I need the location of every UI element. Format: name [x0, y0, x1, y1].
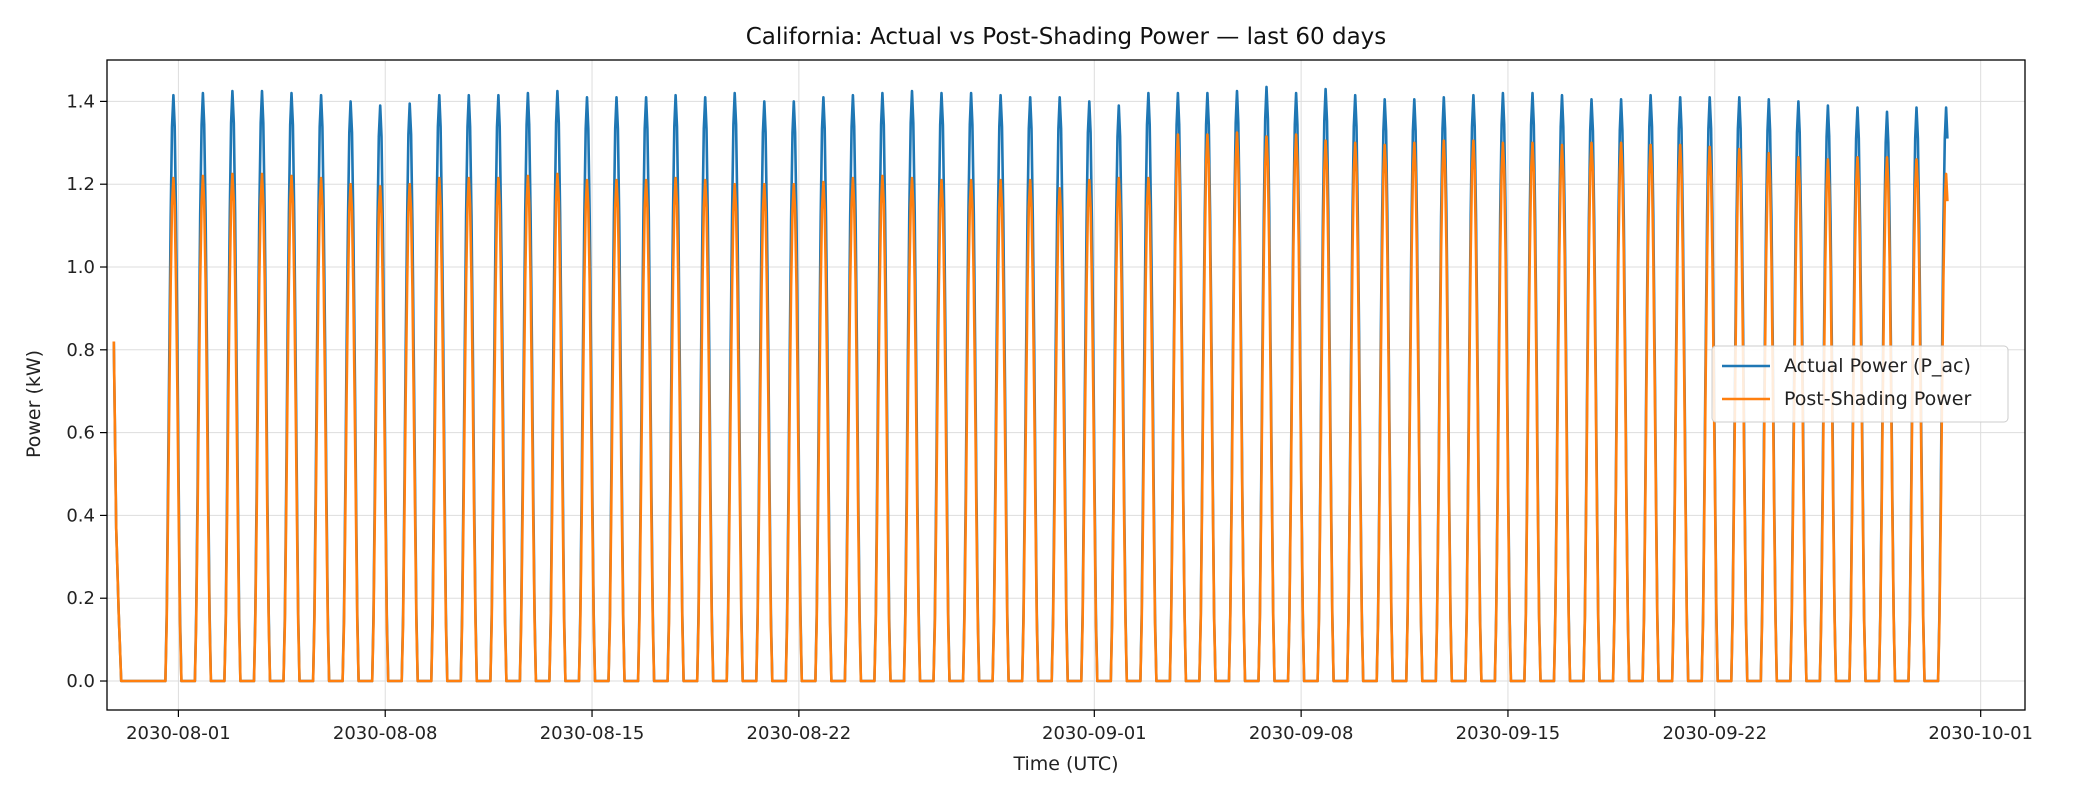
x-tick-label: 2030-09-08 [1249, 723, 1354, 744]
x-tick-label: 2030-09-22 [1662, 723, 1767, 744]
x-tick-label: 2030-09-15 [1456, 723, 1561, 744]
legend: Actual Power (P_ac) Post-Shading Power [1711, 345, 2009, 423]
x-tick-label: 2030-09-01 [1042, 723, 1147, 744]
y-tick-label: 0.0 [66, 671, 95, 692]
x-tick-label: 2030-08-08 [333, 723, 438, 744]
y-tick-label: 1.0 [66, 257, 95, 278]
chart-title: California: Actual vs Post-Shading Power… [746, 24, 1387, 50]
y-tick-label: 0.2 [66, 588, 95, 609]
y-axis-ticks: 0.0 0.2 0.4 0.6 0.8 1.0 1.2 1.4 [66, 91, 107, 692]
y-tick-label: 0.4 [66, 505, 95, 526]
legend-label-actual: Actual Power (P_ac) [1784, 355, 1971, 377]
x-tick-label: 2030-08-01 [126, 723, 231, 744]
y-tick-label: 1.4 [66, 91, 95, 112]
y-tick-label: 0.6 [66, 423, 95, 444]
x-axis-label: Time (UTC) [1012, 753, 1118, 775]
series-line-post-shading-power [112, 131, 1949, 683]
x-tick-label: 2030-08-22 [747, 723, 852, 744]
series-layer [112, 85, 1949, 683]
plot-frame [106, 59, 2026, 711]
legend-box [1711, 345, 2009, 423]
y-axis-label: Power (kW) [23, 350, 45, 458]
x-tick-label: 2030-08-15 [540, 723, 645, 744]
x-tick-label: 2030-10-01 [1928, 723, 2033, 744]
y-tick-label: 1.2 [66, 174, 95, 195]
x-axis-ticks: 2030-08-01 2030-08-08 2030-08-15 2030-08-22… [126, 710, 2033, 744]
series-line-actual-power [112, 85, 1949, 683]
y-tick-label: 0.8 [66, 340, 95, 361]
legend-label-shaded: Post-Shading Power [1784, 388, 1971, 410]
